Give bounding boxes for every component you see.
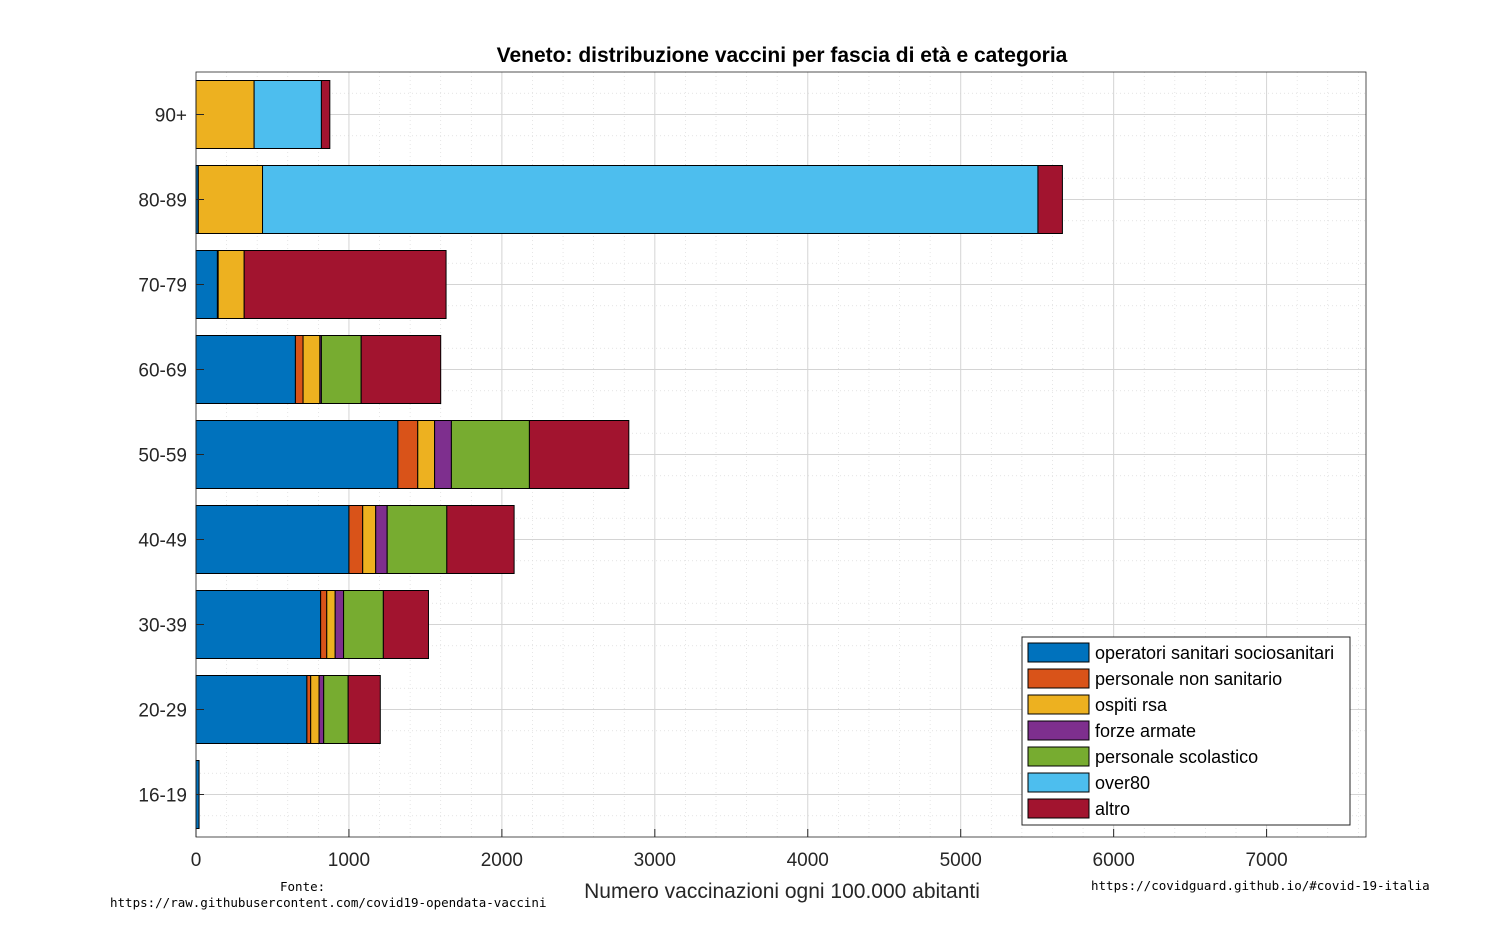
legend-label: forze armate (1095, 721, 1196, 741)
bar-segment (243, 250, 447, 319)
bar-segment (343, 590, 384, 659)
bar-segment (334, 590, 345, 659)
legend-label: operatori sanitari sociosanitari (1095, 643, 1334, 663)
chart-title: Veneto: distribuzione vaccini per fascia… (497, 44, 1068, 67)
bar-segment (397, 420, 419, 489)
legend-label: over80 (1095, 773, 1150, 793)
x-tick-label: 5000 (940, 850, 982, 871)
x-tick-label: 1000 (328, 850, 370, 871)
bar-segment (386, 505, 448, 574)
bar-segment (382, 590, 429, 659)
legend-label: ospiti rsa (1095, 695, 1168, 715)
bar-segment (434, 420, 452, 489)
y-tick-label: 40-49 (138, 531, 187, 552)
bar-segment (195, 80, 255, 149)
bar-segment (362, 505, 377, 574)
bar-segment (306, 675, 312, 744)
bar-segment (326, 590, 336, 659)
y-tick-label: 90+ (155, 106, 187, 127)
bar-segment (450, 420, 530, 489)
bar-segment (446, 505, 515, 574)
bar-segment (195, 590, 322, 659)
bar-segment (195, 420, 399, 489)
y-tick-label: 30-39 (138, 616, 187, 637)
bar-segment (253, 80, 322, 149)
legend: operatori sanitari sociosanitari personal… (1021, 636, 1351, 826)
legend-swatch (1027, 668, 1090, 689)
x-tick-label: 0 (191, 850, 202, 871)
y-tick-label: 20-29 (138, 701, 187, 722)
bars (195, 80, 1063, 829)
y-tick-label: 60-69 (138, 361, 187, 382)
bar-segment (323, 675, 349, 744)
legend-label: altro (1095, 799, 1130, 819)
bar-segment (417, 420, 436, 489)
legend-swatch (1027, 772, 1090, 793)
bar-segment (262, 165, 1039, 234)
bar-segment (195, 675, 308, 744)
legend-swatch (1027, 642, 1090, 663)
site-url: https://covidguard.github.io/#covid-19-i… (1091, 878, 1430, 893)
x-tick-label: 3000 (634, 850, 676, 871)
bar-segment (197, 165, 264, 234)
x-tick-label: 4000 (787, 850, 829, 871)
bar-segment (217, 250, 245, 319)
bar-segment (318, 675, 325, 744)
y-tick-label: 16-19 (138, 786, 187, 807)
legend-swatch (1027, 798, 1090, 819)
bar-segment (294, 335, 304, 404)
bar-segment (320, 590, 328, 659)
bar-segment (347, 675, 381, 744)
y-tick-label: 50-59 (138, 446, 187, 467)
legend-label: personale non sanitario (1095, 669, 1282, 689)
bar-segment (320, 80, 331, 149)
axes: 0 1000 2000 3000 4000 5000 6000 7000 90+ 80-89 70-… (138, 106, 1287, 872)
legend-swatch (1027, 720, 1090, 741)
x-tick-label: 7000 (1245, 850, 1287, 871)
x-tick-label: 2000 (481, 850, 523, 871)
bar-segment (195, 505, 350, 574)
legend-label: personale scolastico (1095, 747, 1258, 767)
y-tick-label: 80-89 (138, 191, 187, 212)
legend-swatch (1027, 746, 1090, 767)
bar-segment (310, 675, 320, 744)
bar-segment (528, 420, 630, 489)
source-label: Fonte: (280, 879, 326, 894)
bar-segment (1037, 165, 1063, 234)
x-axis-title: Numero vaccinazioni ogni 100.000 abitant… (584, 880, 980, 903)
source-url: https://raw.githubusercontent.com/covid1… (110, 895, 547, 910)
x-tick-label: 6000 (1093, 850, 1135, 871)
y-tick-label: 70-79 (138, 276, 187, 297)
bar-segment (375, 505, 388, 574)
bar-segment (348, 505, 364, 574)
bar-segment (195, 335, 296, 404)
bar-segment (302, 335, 321, 404)
bar-segment (360, 335, 442, 404)
bar-segment (320, 335, 362, 404)
legend-swatch (1027, 694, 1090, 715)
